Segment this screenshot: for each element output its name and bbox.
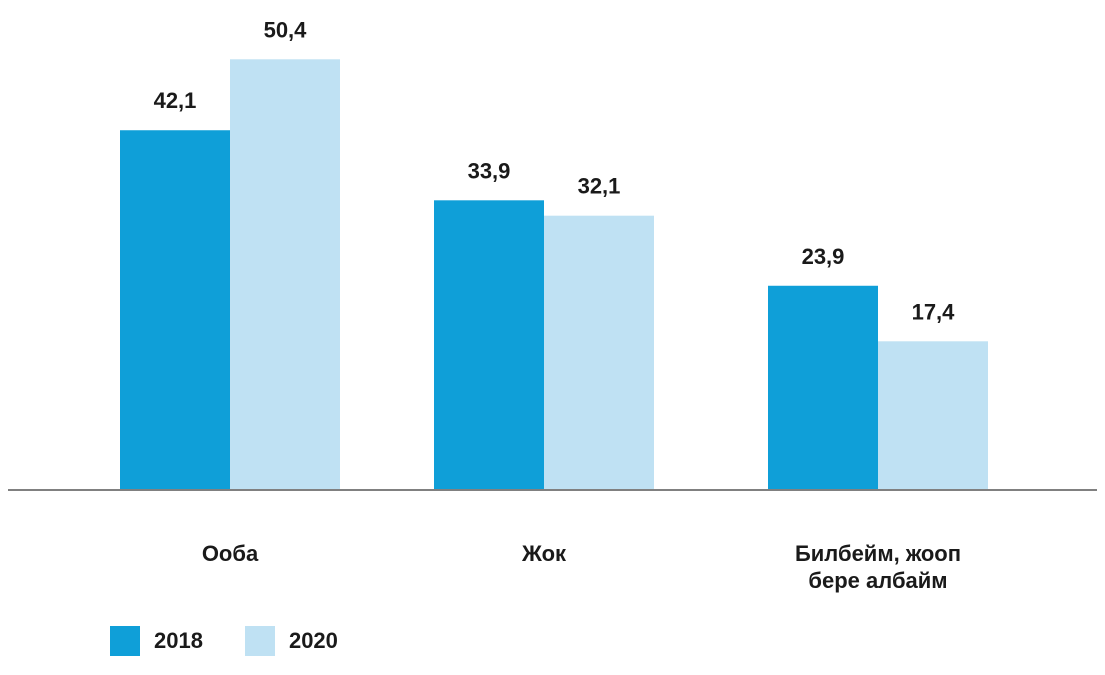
bar-2018-2 — [434, 200, 544, 491]
data-label-2020-1: 50,4 — [264, 17, 308, 42]
legend-swatch-2020 — [244, 626, 275, 656]
data-label-2020-3: 17,4 — [912, 299, 956, 324]
data-label-2018-1: 42,1 — [154, 88, 197, 113]
legend: 2018 2020 — [110, 625, 380, 657]
bar-2020-3 — [878, 341, 988, 490]
data-label-2018-2: 33,9 — [468, 158, 511, 183]
legend-swatch-2018 — [110, 626, 140, 656]
category-label-1: Ооба — [202, 541, 259, 566]
bar-chart: 42,1 50,4 Ооба 33,9 32,1 Жок 23,9 17,4 Билбейм, … — [8, 17, 1097, 593]
data-label-2018-3: 23,9 — [802, 244, 845, 269]
category-label-3: Билбейм, жооп бере албайм — [795, 541, 961, 593]
legend-label-2018: 2018 — [154, 628, 203, 653]
data-label-2020-2: 32,1 — [578, 174, 621, 199]
legend-item-2018: 2018 — [110, 626, 203, 656]
bar-2018-1 — [120, 130, 230, 490]
category-label-2: Жок — [521, 541, 567, 566]
bar-2020-2 — [544, 215, 654, 490]
legend-item-2020: 2020 — [244, 626, 338, 656]
bar-2018-3 — [768, 285, 878, 490]
bar-2020-1 — [230, 59, 340, 491]
legend-label-2020: 2020 — [288, 628, 338, 653]
